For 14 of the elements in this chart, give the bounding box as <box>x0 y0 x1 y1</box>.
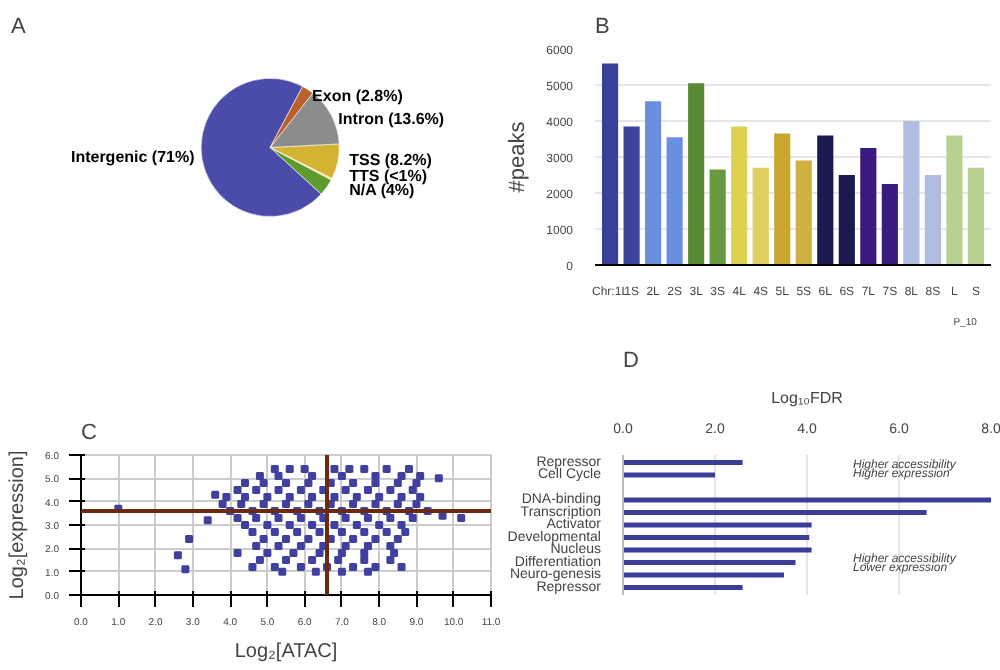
y-axis-title: #peaks <box>506 120 531 193</box>
x-axis-title: Log₁₀FDR <box>771 389 844 407</box>
y-axis-title: Log₂[expression] <box>7 450 30 600</box>
chart-title: B <box>595 15 610 39</box>
slice-label: Exon (2.8%) <box>312 86 404 105</box>
chart-title: D <box>623 349 639 373</box>
chart-title: A <box>11 15 27 39</box>
slice-label: Intergenic (71%) <box>70 148 196 167</box>
chart-title: C <box>81 421 97 445</box>
slice-label: TSS (8.2%) <box>349 151 433 170</box>
slice-label: Intron (13.6%) <box>338 110 445 129</box>
slice-label: N/A (4%) <box>349 181 416 200</box>
x-axis-title: Log₂[ATAC] <box>234 641 338 663</box>
slice-label: TTS (<1%) <box>349 166 428 185</box>
